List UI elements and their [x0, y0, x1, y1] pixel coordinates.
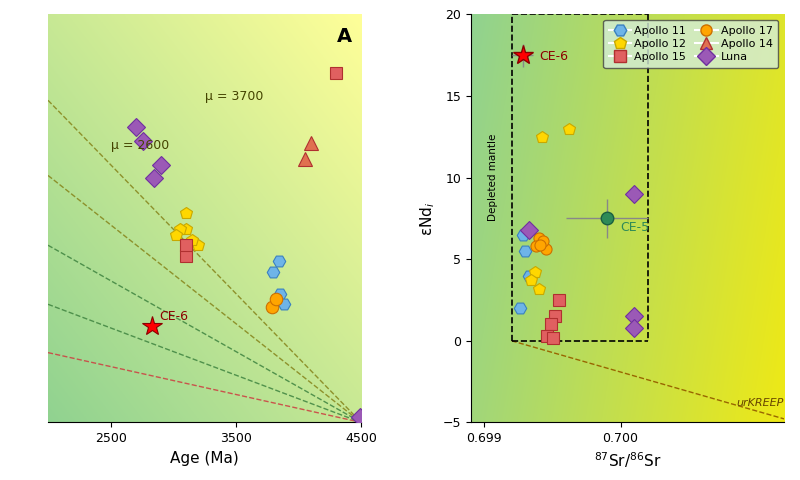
Text: Depleted mantle: Depleted mantle	[488, 134, 498, 221]
Text: A: A	[337, 26, 352, 46]
Text: μ = 3700: μ = 3700	[205, 90, 263, 103]
Text: CE-5: CE-5	[621, 221, 650, 234]
Text: urKREEP: urKREEP	[736, 398, 784, 408]
X-axis label: $^{87}$Sr/$^{86}$Sr: $^{87}$Sr/$^{86}$Sr	[594, 451, 661, 470]
Text: CE-6: CE-6	[539, 50, 568, 63]
X-axis label: Age (Ma): Age (Ma)	[170, 451, 239, 466]
Text: CE-6: CE-6	[159, 311, 189, 324]
Text: μ = 2600: μ = 2600	[110, 139, 169, 152]
Y-axis label: εNd$_i$: εNd$_i$	[418, 201, 437, 236]
Legend: Apollo 11, Apollo 12, Apollo 15, Apollo 17, Apollo 14, Luna: Apollo 11, Apollo 12, Apollo 15, Apollo …	[603, 20, 778, 68]
